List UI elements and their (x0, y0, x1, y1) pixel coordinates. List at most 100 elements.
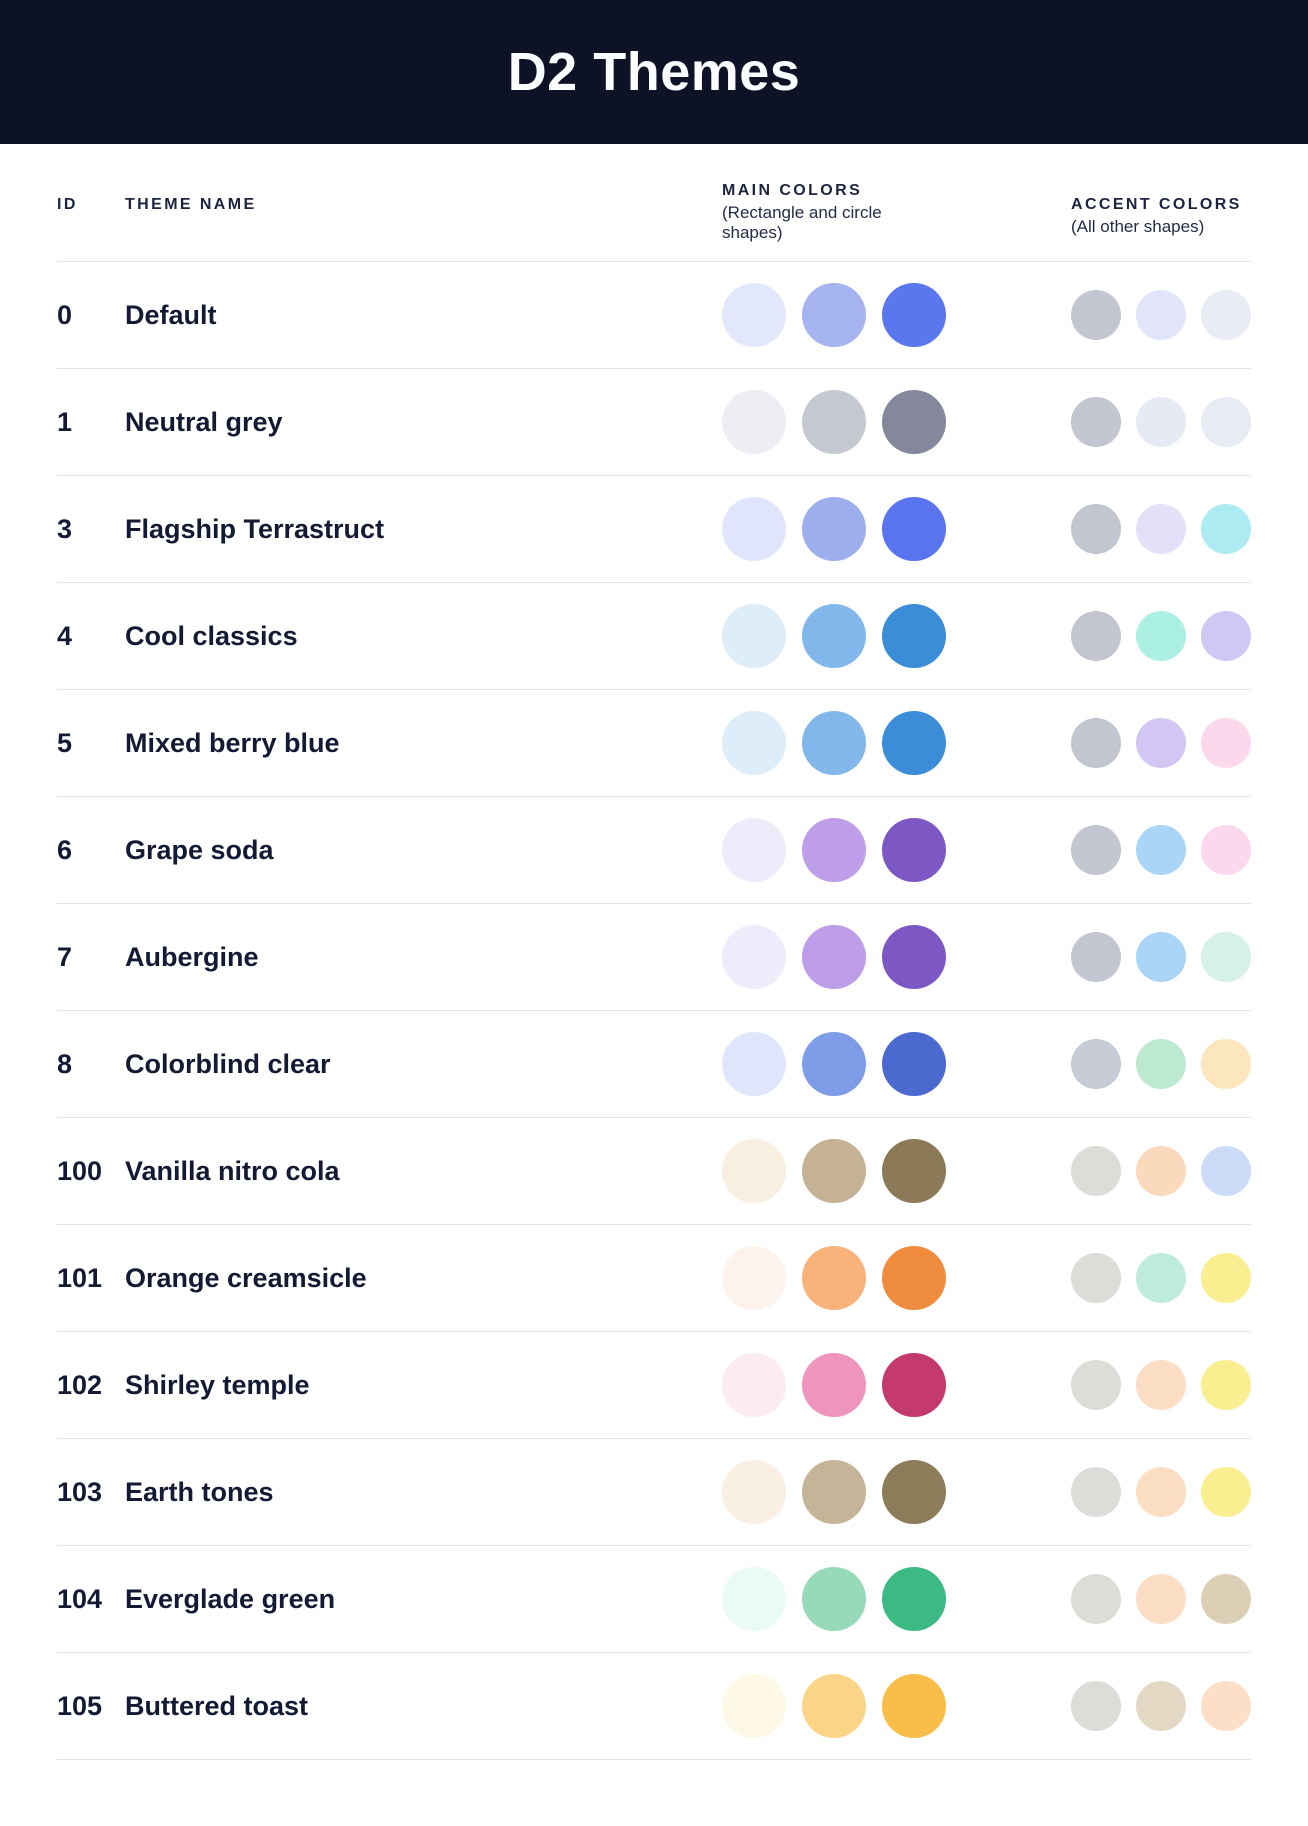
accent-color-swatch (1201, 1253, 1251, 1303)
theme-name: Everglade green (125, 1583, 336, 1614)
theme-id: 3 (57, 513, 73, 544)
accent-colors-group (1071, 1467, 1251, 1517)
main-color-swatch (802, 925, 866, 989)
main-color-swatch (722, 818, 786, 882)
theme-row: 104 Everglade green (57, 1545, 1251, 1652)
accent-color-swatch (1136, 290, 1186, 340)
main-color-swatch (882, 925, 946, 989)
accent-colors-group (1071, 1146, 1251, 1196)
theme-name: Mixed berry blue (125, 727, 340, 758)
theme-id: 102 (57, 1369, 103, 1400)
main-colors-group (722, 1567, 946, 1631)
accent-color-swatch (1136, 825, 1186, 875)
accent-color-swatch (1071, 932, 1121, 982)
theme-id: 6 (57, 834, 73, 865)
accent-color-swatch (1071, 1467, 1121, 1517)
theme-name: Buttered toast (125, 1690, 309, 1721)
main-color-swatch (722, 1353, 786, 1417)
accent-colors-group (1071, 825, 1251, 875)
accent-color-swatch (1071, 825, 1121, 875)
accent-color-swatch (1071, 718, 1121, 768)
accent-color-swatch (1201, 718, 1251, 768)
main-color-swatch (722, 1460, 786, 1524)
main-color-swatch (802, 1139, 866, 1203)
column-main-colors-sublabel: (Rectangle and circle shapes) (722, 203, 882, 242)
main-color-swatch (882, 711, 946, 775)
theme-name: Flagship Terrastruct (125, 513, 385, 544)
main-color-swatch (722, 1139, 786, 1203)
main-colors-group (722, 711, 946, 775)
theme-id: 0 (57, 299, 73, 330)
main-color-swatch (802, 1674, 866, 1738)
main-colors-group (722, 390, 946, 454)
main-color-swatch (882, 818, 946, 882)
column-theme-name: THEME NAME (125, 196, 722, 243)
accent-color-swatch (1071, 504, 1121, 554)
main-color-swatch (802, 390, 866, 454)
accent-color-swatch (1071, 1146, 1121, 1196)
main-colors-group (722, 1674, 946, 1738)
accent-color-swatch (1201, 504, 1251, 554)
theme-row: 100 Vanilla nitro cola (57, 1117, 1251, 1224)
main-color-swatch (722, 1246, 786, 1310)
main-color-swatch (722, 390, 786, 454)
theme-name: Earth tones (125, 1476, 274, 1507)
accent-color-swatch (1071, 1681, 1121, 1731)
accent-color-swatch (1136, 718, 1186, 768)
accent-color-swatch (1136, 1360, 1186, 1410)
main-color-swatch (882, 1674, 946, 1738)
accent-color-swatch (1136, 504, 1186, 554)
theme-row: 102 Shirley temple (57, 1331, 1251, 1438)
accent-color-swatch (1201, 1360, 1251, 1410)
main-color-swatch (882, 1353, 946, 1417)
accent-colors-group (1071, 290, 1251, 340)
theme-row: 8 Colorblind clear (57, 1010, 1251, 1117)
column-theme-name-sublabel (125, 217, 722, 243)
accent-color-swatch (1071, 397, 1121, 447)
accent-colors-group (1071, 932, 1251, 982)
main-colors-group (722, 604, 946, 668)
theme-id: 100 (57, 1155, 103, 1186)
main-color-swatch (882, 1139, 946, 1203)
main-color-swatch (802, 497, 866, 561)
theme-row: 3 Flagship Terrastruct (57, 475, 1251, 582)
accent-color-swatch (1136, 611, 1186, 661)
main-colors-group (722, 818, 946, 882)
theme-name: Cool classics (125, 620, 298, 651)
column-theme-name-label: THEME NAME (125, 196, 257, 213)
accent-colors-group (1071, 1253, 1251, 1303)
column-id-sublabel (57, 217, 125, 243)
main-color-swatch (722, 497, 786, 561)
accent-color-swatch (1136, 1039, 1186, 1089)
main-color-swatch (882, 1460, 946, 1524)
main-color-swatch (882, 1032, 946, 1096)
themes-table: ID THEME NAME MAIN COLORS (Rectangle and… (57, 144, 1251, 1760)
accent-color-swatch (1071, 290, 1121, 340)
accent-colors-group (1071, 611, 1251, 661)
main-colors-group (722, 1032, 946, 1096)
main-color-swatch (802, 1032, 866, 1096)
accent-color-swatch (1201, 825, 1251, 875)
accent-colors-group (1071, 397, 1251, 447)
theme-row: 105 Buttered toast (57, 1652, 1251, 1759)
accent-color-swatch (1201, 1146, 1251, 1196)
accent-color-swatch (1136, 397, 1186, 447)
theme-id: 104 (57, 1583, 103, 1614)
theme-row: 7 Aubergine (57, 903, 1251, 1010)
accent-color-swatch (1136, 1253, 1186, 1303)
accent-color-swatch (1201, 611, 1251, 661)
main-color-swatch (802, 1460, 866, 1524)
accent-color-swatch (1201, 290, 1251, 340)
column-accent-colors-label: ACCENT COLORS (1071, 196, 1242, 213)
main-color-swatch (802, 711, 866, 775)
accent-color-swatch (1201, 1467, 1251, 1517)
theme-id: 7 (57, 941, 73, 972)
theme-name: Colorblind clear (125, 1048, 331, 1079)
main-color-swatch (882, 1246, 946, 1310)
main-color-swatch (882, 497, 946, 561)
main-color-swatch (722, 283, 786, 347)
accent-color-swatch (1136, 1574, 1186, 1624)
theme-row: 5 Mixed berry blue (57, 689, 1251, 796)
accent-colors-group (1071, 1039, 1251, 1089)
main-colors-group (722, 1353, 946, 1417)
